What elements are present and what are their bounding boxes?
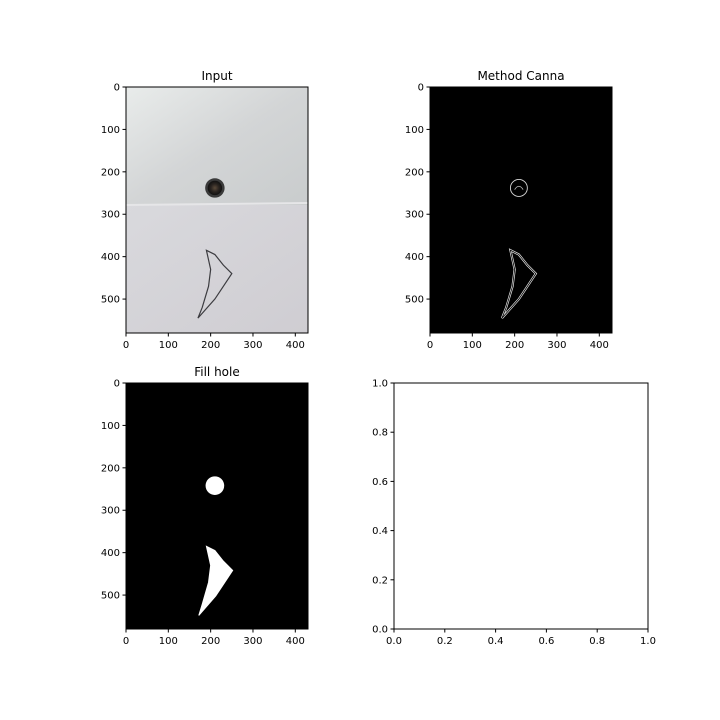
y-tick-label: 400 bbox=[101, 252, 120, 263]
x-tick-label: 100 bbox=[159, 636, 178, 647]
axes-frame bbox=[393, 382, 649, 630]
subplot-1: 0 100 200 300 400 0 100 200 300 400 500 Input bbox=[101, 69, 309, 351]
edge-shape-inner bbox=[501, 249, 537, 319]
x-tick-label: 300 bbox=[547, 340, 566, 351]
x-tick-label: 0.4 bbox=[488, 636, 504, 647]
fill-circle bbox=[205, 476, 225, 495]
x-tick-label: 0.2 bbox=[437, 636, 453, 647]
axes-frame bbox=[125, 382, 309, 630]
subplot-title: Method Canna bbox=[477, 69, 564, 83]
edge-background bbox=[430, 87, 612, 333]
axes-frame bbox=[125, 86, 309, 334]
fill-shape bbox=[198, 545, 234, 616]
photo-hole bbox=[207, 180, 223, 196]
x-tick-label: 0 bbox=[123, 340, 129, 351]
axes-frame bbox=[429, 86, 613, 334]
y-tick-label: 0 bbox=[418, 83, 424, 94]
x-tick-label: 0.8 bbox=[589, 636, 605, 647]
subplot-3: 0 100 200 300 400 0 100 200 300 400 500 Fill hole bbox=[101, 365, 309, 647]
subplot-title: Fill hole bbox=[194, 365, 240, 379]
y-tick-label: 0 bbox=[114, 83, 120, 94]
x-tick-label: 100 bbox=[159, 340, 178, 351]
edge-circle bbox=[509, 179, 528, 197]
y-tick-label: 0.4 bbox=[372, 526, 388, 537]
x-tick-label: 0 bbox=[427, 340, 433, 351]
photo-drawn-shape bbox=[197, 249, 233, 319]
x-tick-label: 400 bbox=[286, 636, 305, 647]
x-tick-label: 200 bbox=[505, 340, 524, 351]
y-tick-label: 300 bbox=[101, 210, 120, 221]
y-tick-label: 200 bbox=[405, 167, 424, 178]
x-tick-label: 1.0 bbox=[640, 636, 656, 647]
subplot-4: 0.0 0.2 0.4 0.6 0.8 1.0 0.0 0.2 0.4 0.6 0.8 1.0 bbox=[372, 379, 656, 648]
photo-seam bbox=[125, 202, 309, 206]
y-tick-label: 0.6 bbox=[372, 477, 388, 488]
x-tick-label: 400 bbox=[590, 340, 609, 351]
edge-inner-arc bbox=[514, 185, 524, 190]
y-tick-label: 100 bbox=[101, 125, 120, 136]
subplot-title: Input bbox=[201, 69, 232, 83]
y-tick-label: 200 bbox=[101, 167, 120, 178]
x-tick-label: 0.6 bbox=[538, 636, 554, 647]
y-tick-label: 1.0 bbox=[372, 379, 388, 390]
y-tick-label: 200 bbox=[101, 463, 120, 474]
y-tick-label: 500 bbox=[101, 295, 120, 306]
subplot-2: 0 100 200 300 400 0 100 200 300 400 500 Method Cann… bbox=[405, 69, 613, 351]
x-tick-label: 300 bbox=[243, 340, 262, 351]
x-tick-label: 200 bbox=[201, 340, 220, 351]
y-tick-label: 0 bbox=[114, 379, 120, 390]
y-tick-label: 0.8 bbox=[372, 428, 388, 439]
y-tick-label: 0.0 bbox=[372, 625, 388, 636]
y-tick-label: 0.2 bbox=[372, 575, 388, 586]
y-tick-label: 300 bbox=[101, 506, 120, 517]
x-tick-label: 300 bbox=[243, 636, 262, 647]
x-tick-label: 200 bbox=[201, 636, 220, 647]
x-tick-label: 400 bbox=[286, 340, 305, 351]
y-tick-label: 400 bbox=[101, 548, 120, 559]
x-tick-label: 0.0 bbox=[386, 636, 402, 647]
x-tick-label: 100 bbox=[463, 340, 482, 351]
x-tick-label: 0 bbox=[123, 636, 129, 647]
photo-paper bbox=[126, 205, 308, 333]
y-tick-label: 500 bbox=[405, 295, 424, 306]
y-tick-label: 300 bbox=[405, 210, 424, 221]
y-tick-label: 500 bbox=[101, 591, 120, 602]
y-tick-label: 400 bbox=[405, 252, 424, 263]
y-tick-label: 100 bbox=[405, 125, 424, 136]
y-tick-label: 100 bbox=[101, 421, 120, 432]
